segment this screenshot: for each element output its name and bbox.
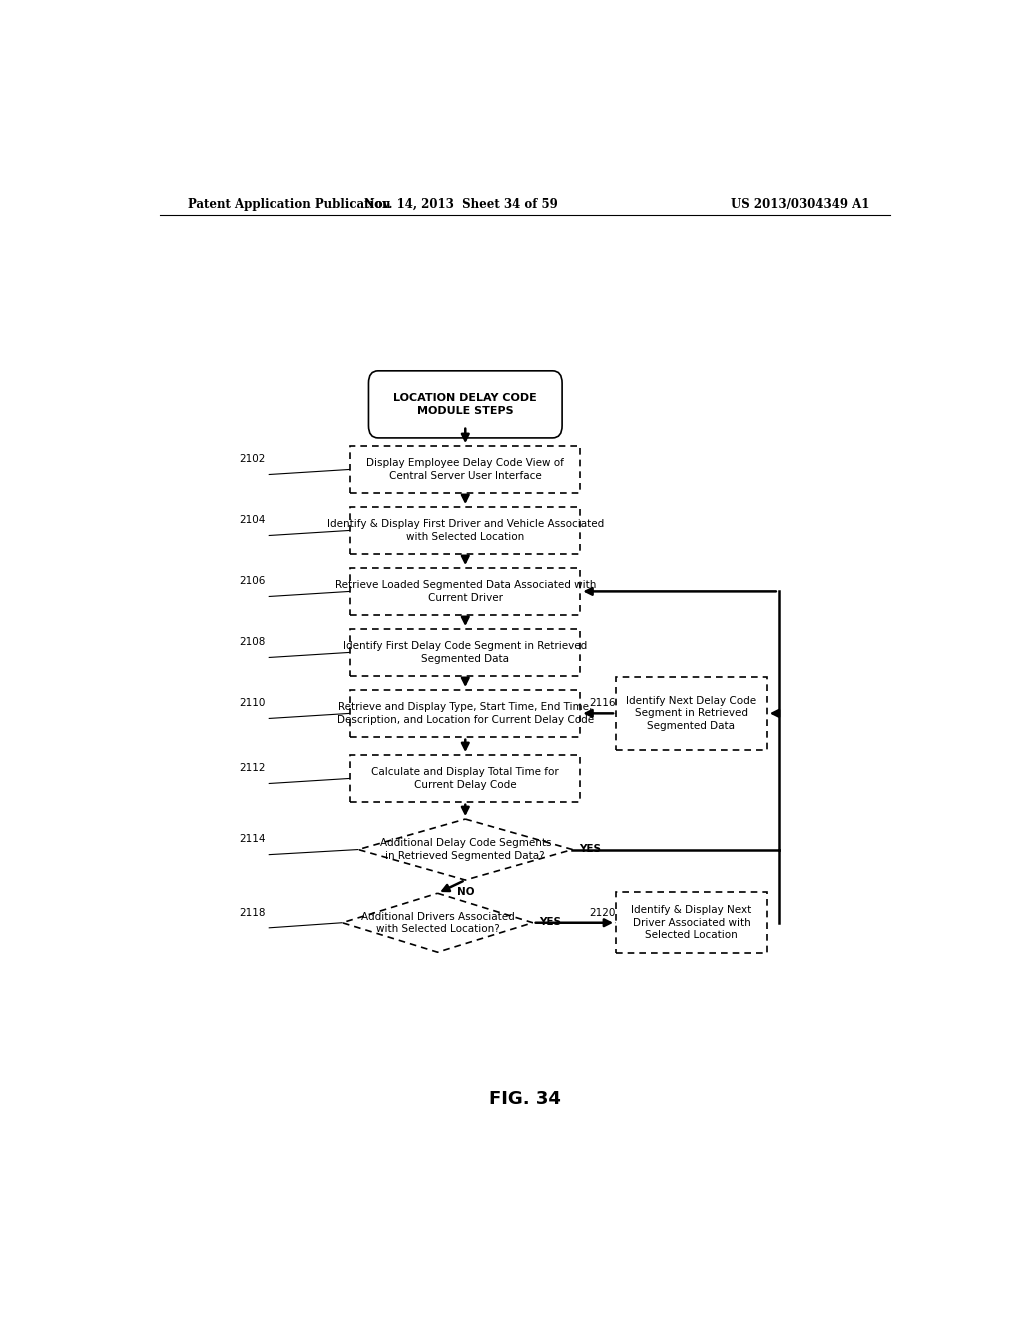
Text: Identify Next Delay Code
Segment in Retrieved
Segmented Data: Identify Next Delay Code Segment in Retr… bbox=[627, 696, 757, 731]
FancyBboxPatch shape bbox=[350, 690, 581, 737]
FancyBboxPatch shape bbox=[616, 892, 767, 953]
Text: 2118: 2118 bbox=[239, 908, 265, 917]
FancyBboxPatch shape bbox=[350, 755, 581, 801]
Text: 2116: 2116 bbox=[590, 698, 616, 709]
Text: FIG. 34: FIG. 34 bbox=[488, 1089, 561, 1107]
FancyBboxPatch shape bbox=[350, 507, 581, 554]
Text: Calculate and Display Total Time for
Current Delay Code: Calculate and Display Total Time for Cur… bbox=[372, 767, 559, 789]
Polygon shape bbox=[358, 818, 572, 880]
Text: Identify First Delay Code Segment in Retrieved
Segmented Data: Identify First Delay Code Segment in Ret… bbox=[343, 642, 588, 664]
Text: Identify & Display Next
Driver Associated with
Selected Location: Identify & Display Next Driver Associate… bbox=[632, 906, 752, 940]
Text: Identify & Display First Driver and Vehicle Associated
with Selected Location: Identify & Display First Driver and Vehi… bbox=[327, 519, 604, 541]
Text: 2114: 2114 bbox=[239, 834, 265, 845]
FancyBboxPatch shape bbox=[616, 677, 767, 750]
Text: US 2013/0304349 A1: US 2013/0304349 A1 bbox=[731, 198, 869, 211]
Text: Retrieve Loaded Segmented Data Associated with
Current Driver: Retrieve Loaded Segmented Data Associate… bbox=[335, 581, 596, 603]
Text: 2120: 2120 bbox=[590, 908, 616, 917]
Text: Additional Delay Code Segments
in Retrieved Segmented Data?: Additional Delay Code Segments in Retrie… bbox=[380, 838, 551, 861]
Text: YES: YES bbox=[579, 843, 601, 854]
Text: Nov. 14, 2013  Sheet 34 of 59: Nov. 14, 2013 Sheet 34 of 59 bbox=[365, 198, 558, 211]
Text: LOCATION DELAY CODE
MODULE STEPS: LOCATION DELAY CODE MODULE STEPS bbox=[393, 393, 538, 416]
Text: 2102: 2102 bbox=[239, 454, 265, 465]
Text: NO: NO bbox=[457, 887, 474, 898]
Text: Display Employee Delay Code View of
Central Server User Interface: Display Employee Delay Code View of Cent… bbox=[367, 458, 564, 480]
Text: 2104: 2104 bbox=[239, 515, 265, 525]
Text: YES: YES bbox=[539, 916, 561, 927]
FancyBboxPatch shape bbox=[350, 630, 581, 676]
Text: 2106: 2106 bbox=[239, 577, 265, 586]
Text: 2112: 2112 bbox=[239, 763, 265, 774]
Text: Retrieve and Display Type, Start Time, End Time,
Description, and Location for C: Retrieve and Display Type, Start Time, E… bbox=[337, 702, 594, 725]
Polygon shape bbox=[342, 894, 532, 952]
FancyBboxPatch shape bbox=[350, 568, 581, 615]
Text: 2108: 2108 bbox=[239, 638, 265, 647]
Text: 2110: 2110 bbox=[239, 698, 265, 709]
Text: Patent Application Publication: Patent Application Publication bbox=[187, 198, 390, 211]
FancyBboxPatch shape bbox=[369, 371, 562, 438]
Text: Additional Drivers Associated
with Selected Location?: Additional Drivers Associated with Selec… bbox=[360, 912, 514, 935]
FancyBboxPatch shape bbox=[350, 446, 581, 492]
